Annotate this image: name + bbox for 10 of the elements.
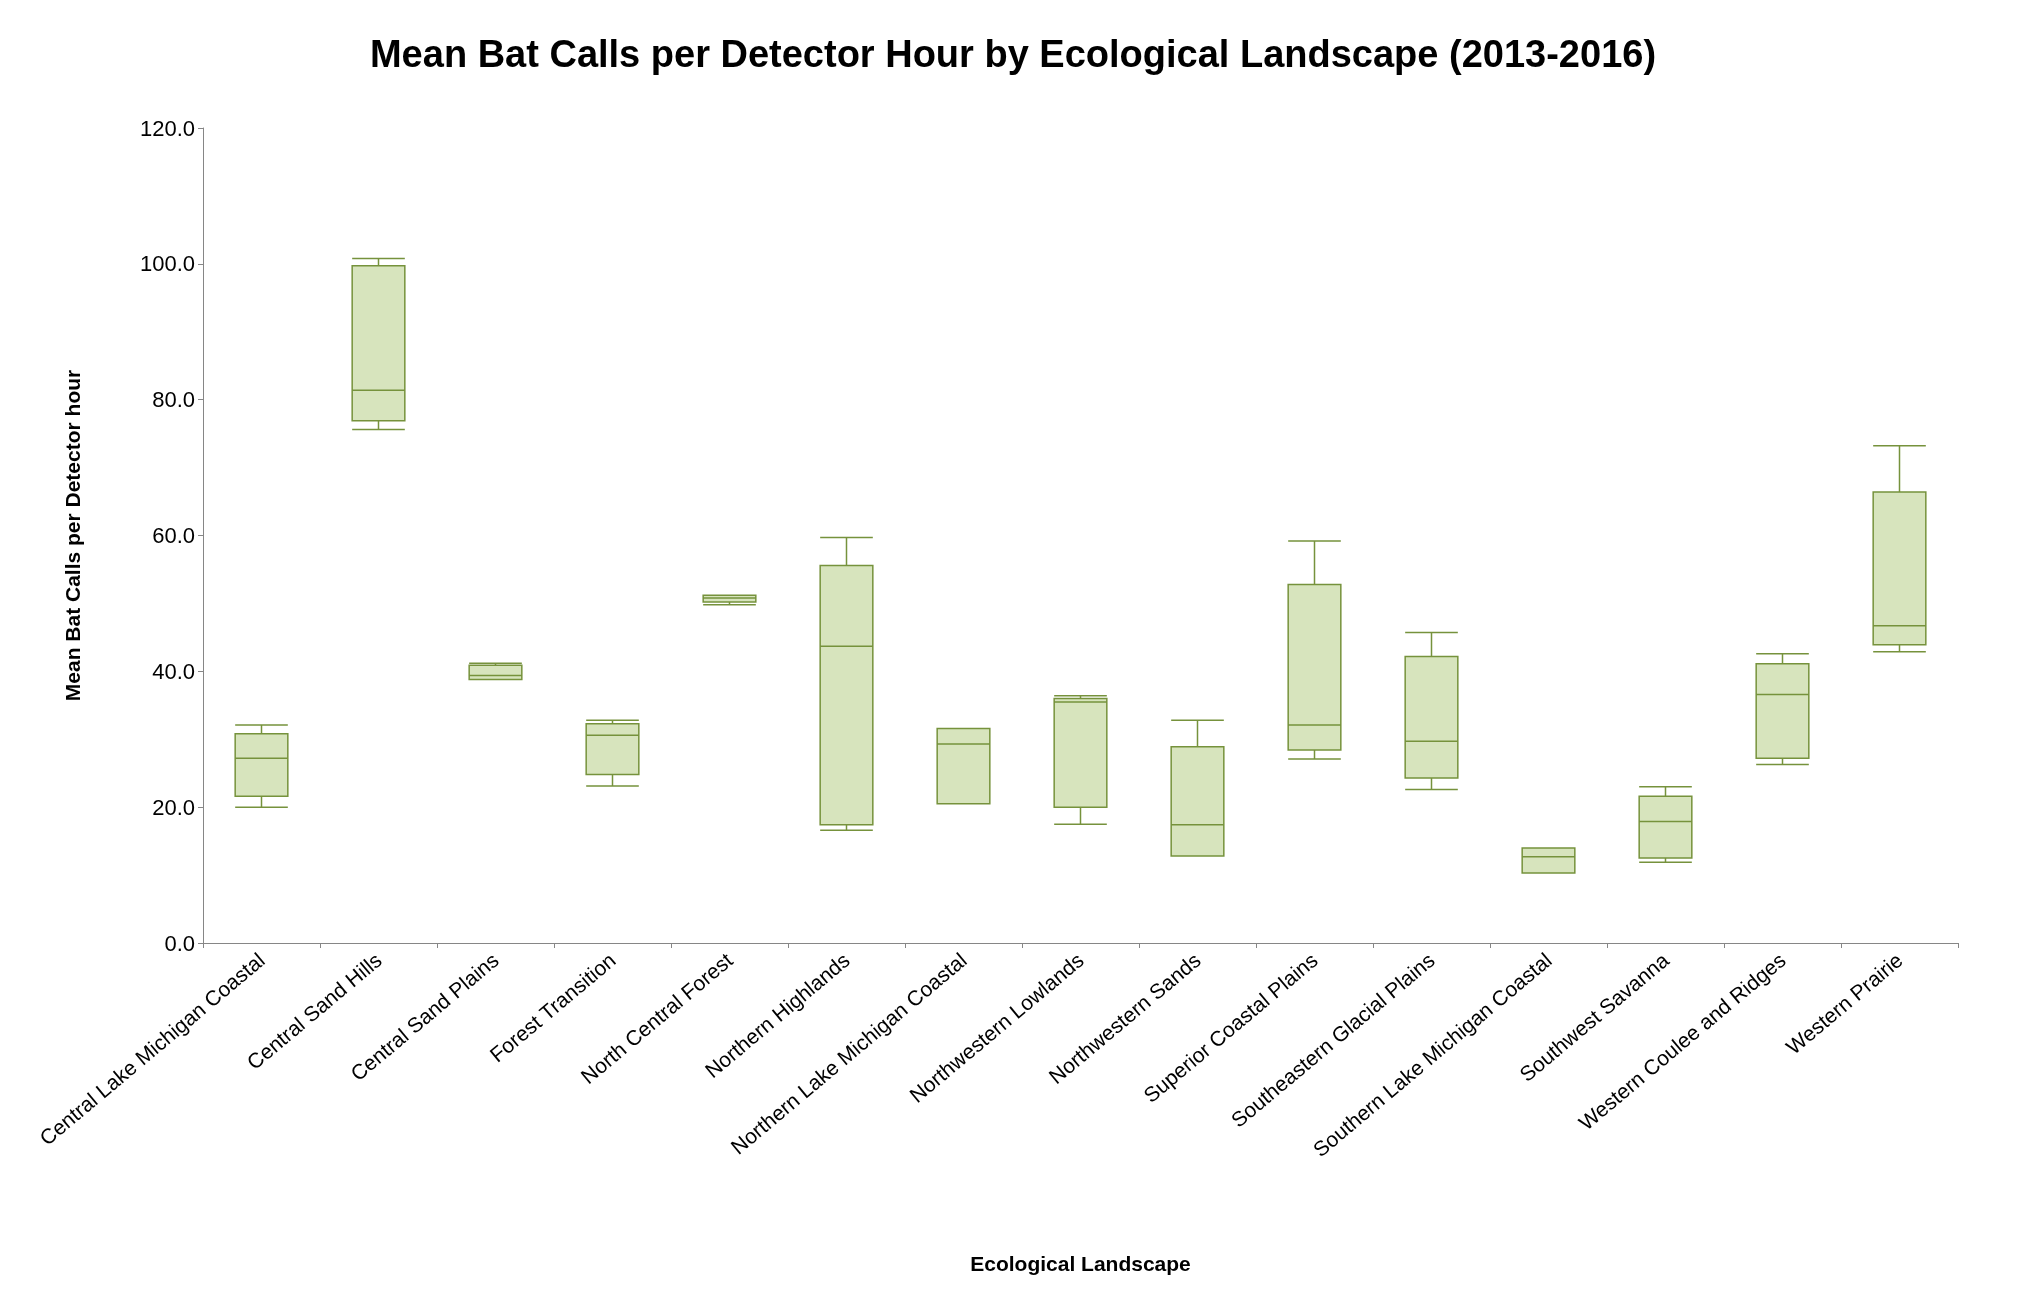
y-tick-label: 120.0 [139,115,195,141]
y-tick-label: 40.0 [152,658,195,684]
y-axis-title: Mean Bat Calls per Detector hour [61,369,84,702]
y-tick-label: 60.0 [152,523,195,548]
y-tick-label: 0.0 [164,930,195,956]
chart-title: Mean Bat Calls per Detector Hour by Ecological Landscape (2013-2016) [369,33,1657,75]
y-tick-label: 100.0 [139,251,195,277]
y-tick-label: 80.0 [152,387,195,413]
x-axis-title: Ecological Landscape [970,1252,1191,1275]
y-tick-label: 20.0 [152,794,195,820]
